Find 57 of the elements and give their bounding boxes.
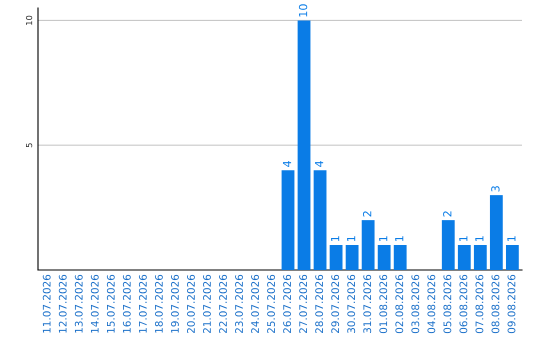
data-label: 4 <box>315 160 324 167</box>
x-tick-label: 06.08.2026 <box>459 274 468 334</box>
data-label: 1 <box>347 236 356 242</box>
bar <box>362 220 375 270</box>
x-tick-label: 17.07.2026 <box>138 274 147 333</box>
x-tick-label: 15.07.2026 <box>106 274 115 333</box>
bar <box>282 170 294 270</box>
x-tick-label: 08.08.2026 <box>492 274 500 334</box>
x-tick-label: 02.08.2026 <box>395 274 404 334</box>
x-tick-label: 04.08.2026 <box>427 274 436 334</box>
x-tick-label: 07.08.2026 <box>475 274 484 334</box>
x-tick-label: 27.07.2026 <box>299 274 308 334</box>
x-tick-label: 01.08.2026 <box>379 274 388 334</box>
x-tick-label: 26.07.2026 <box>283 274 292 334</box>
data-label: 1 <box>395 236 404 242</box>
bar <box>330 245 343 270</box>
x-tick-label: 14.07.2026 <box>90 274 99 333</box>
bar <box>378 245 391 270</box>
x-tick-label: 19.07.2026 <box>170 274 179 333</box>
x-tick-label: 12.07.2026 <box>58 274 67 333</box>
bar <box>442 220 455 270</box>
data-label: 1 <box>379 236 388 242</box>
x-tick-label: 03.08.2026 <box>411 274 420 334</box>
bar <box>458 245 471 270</box>
x-tick-label: 29.07.2026 <box>331 274 340 334</box>
x-tick-label: 05.08.2026 <box>443 274 452 334</box>
data-label: 4 <box>282 160 292 167</box>
data-label: 10 <box>298 4 308 16</box>
bar <box>506 245 519 270</box>
x-tick-label: 18.07.2026 <box>154 274 163 333</box>
x-tick-label: 11.07.2026 <box>42 274 51 333</box>
bar <box>490 195 503 270</box>
data-label: 1 <box>507 236 516 242</box>
x-tick-label: 09.08.2026 <box>508 274 516 334</box>
x-tick-label: 25.07.2026 <box>267 274 276 334</box>
data-label: 2 <box>443 211 452 217</box>
x-tick-label: 24.07.2026 <box>251 274 259 334</box>
bar <box>346 245 359 270</box>
data-label: 2 <box>362 211 372 217</box>
x-tick-label: 28.07.2026 <box>315 274 324 334</box>
x-tick-label: 13.07.2026 <box>74 274 83 333</box>
x-tick-label: 22.07.2026 <box>219 274 227 334</box>
bar <box>394 245 407 270</box>
bar <box>474 245 487 270</box>
data-label: 1 <box>459 236 468 242</box>
data-label: 1 <box>475 236 484 242</box>
x-tick-label: 16.07.2026 <box>122 274 131 333</box>
data-label: 1 <box>331 236 340 242</box>
data-label: 3 <box>491 186 500 192</box>
x-tick-label: 31.07.2026 <box>363 274 372 334</box>
bar <box>314 170 326 270</box>
bar <box>298 20 310 270</box>
x-tick-label: 30.07.2026 <box>347 274 356 334</box>
x-tick-label: 21.07.2026 <box>203 274 211 334</box>
x-tick-label: 23.07.2026 <box>235 274 243 334</box>
x-tick-label: 20.07.2026 <box>187 274 195 334</box>
y-tick-label: 5 <box>26 143 32 148</box>
